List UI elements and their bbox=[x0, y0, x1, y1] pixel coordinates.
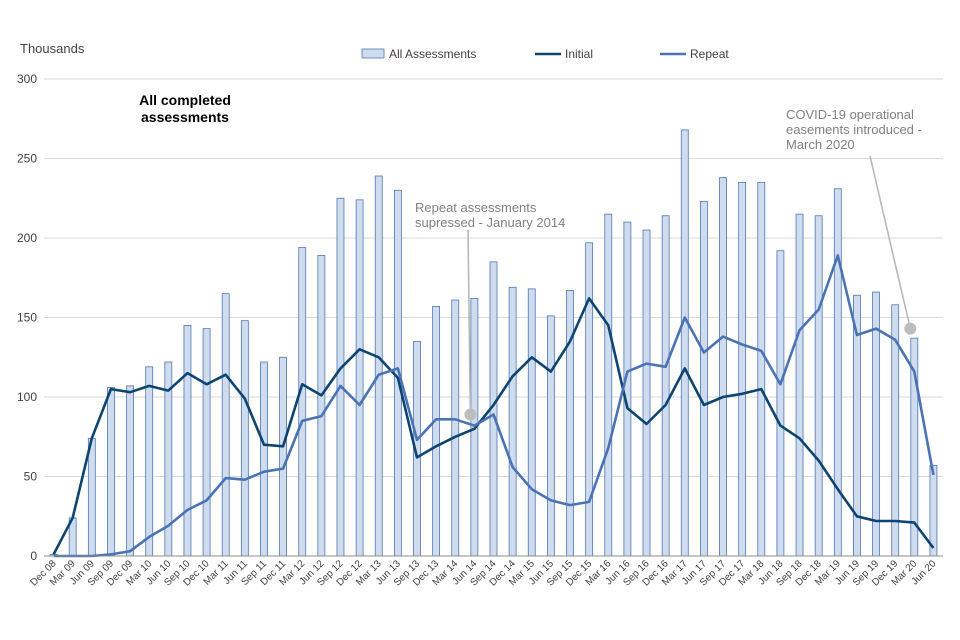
chart-title-line-1: All completed bbox=[139, 92, 231, 108]
bar bbox=[145, 366, 154, 557]
bar bbox=[317, 255, 326, 557]
bar bbox=[240, 320, 249, 557]
bar bbox=[221, 293, 230, 557]
y-tick-label: 300 bbox=[17, 72, 37, 86]
bar bbox=[738, 181, 747, 557]
annotation-leader bbox=[467, 229, 472, 415]
bar bbox=[527, 288, 536, 557]
series-lines bbox=[52, 254, 935, 558]
bar bbox=[814, 215, 823, 557]
bar bbox=[279, 356, 287, 557]
bar bbox=[585, 242, 594, 557]
bar bbox=[776, 250, 785, 557]
legend-label: Initial bbox=[565, 47, 593, 61]
bar bbox=[508, 286, 517, 557]
bar bbox=[336, 197, 345, 557]
bar bbox=[126, 385, 134, 557]
annotation-text: easements introduced - bbox=[786, 122, 922, 137]
legend-label: All Assessments bbox=[389, 47, 476, 61]
bar bbox=[929, 464, 938, 557]
y-axis-ticks: 0 50 100 150 200 250 300 bbox=[17, 72, 37, 563]
bar bbox=[680, 129, 689, 557]
bar bbox=[451, 299, 460, 557]
annotation-text: COVID-19 operational bbox=[786, 107, 914, 122]
annotation-text: March 2020 bbox=[786, 137, 855, 152]
legend-label: Repeat bbox=[690, 47, 729, 61]
bar bbox=[642, 229, 651, 557]
series-line-initial bbox=[52, 297, 935, 556]
y-tick-label: 50 bbox=[24, 470, 38, 484]
bar bbox=[661, 215, 670, 557]
bar bbox=[872, 291, 880, 557]
y-tick-label: 200 bbox=[17, 231, 37, 245]
bars-all-assessments bbox=[49, 129, 938, 557]
bar bbox=[374, 175, 383, 557]
bar bbox=[757, 181, 766, 557]
bar bbox=[833, 188, 842, 557]
annotation-marker bbox=[904, 322, 917, 335]
annotation-marker bbox=[464, 408, 477, 421]
bar bbox=[202, 328, 211, 557]
bar bbox=[432, 305, 441, 557]
bar bbox=[623, 221, 632, 557]
bar bbox=[566, 290, 574, 557]
series-line-repeat bbox=[53, 254, 935, 558]
y-tick-label: 0 bbox=[30, 549, 37, 563]
y-tick-label: 100 bbox=[17, 390, 37, 404]
annotation-text: supressed - January 2014 bbox=[415, 215, 565, 230]
legend: All Assessments Initial Repeat bbox=[361, 47, 729, 61]
bar bbox=[719, 177, 727, 557]
bar bbox=[604, 213, 613, 557]
y-tick-label: 250 bbox=[17, 152, 37, 166]
bar bbox=[795, 213, 804, 557]
bar bbox=[107, 387, 115, 557]
bar bbox=[546, 315, 555, 557]
bar bbox=[355, 199, 364, 557]
bar bbox=[298, 247, 307, 557]
y-tick-label: 150 bbox=[17, 311, 37, 325]
bar bbox=[87, 437, 96, 557]
legend-swatch bbox=[361, 48, 385, 59]
bar bbox=[183, 325, 192, 557]
bar bbox=[700, 201, 708, 557]
y-axis-label: Thousands bbox=[20, 41, 85, 56]
annotation-text: Repeat assessments bbox=[415, 200, 537, 215]
annotation-leader bbox=[869, 155, 912, 329]
bar bbox=[260, 361, 268, 557]
chart-title-line-2: assessments bbox=[141, 109, 229, 125]
